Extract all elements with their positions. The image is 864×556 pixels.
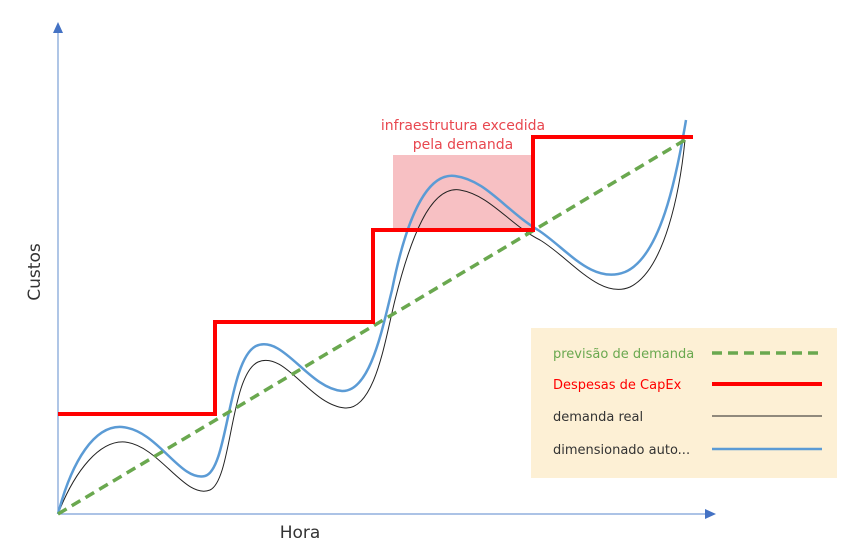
y-axis-label: Custos — [25, 243, 45, 301]
legend: previsão de demanda Despesas de CapEx de… — [531, 328, 837, 478]
x-axis-label: Hora — [280, 523, 321, 543]
legend-label-previsao: previsão de demanda — [553, 347, 694, 362]
overage-highlight — [393, 155, 533, 230]
series-dimensionado-auto — [56, 119, 688, 515]
x-axis-arrow-icon — [705, 509, 716, 519]
legend-label-dimensionado: dimensionado auto... — [553, 443, 690, 458]
annotation-line1: infraestrutura excedida — [381, 118, 545, 134]
series-previsao-demanda — [57, 135, 691, 516]
annotation-line2: pela demanda — [413, 137, 513, 153]
legend-label-demanda-real: demanda real — [553, 410, 643, 425]
y-axis-arrow-icon — [53, 22, 63, 33]
series-demanda-real — [57, 139, 686, 515]
series-despesas-capex — [58, 135, 693, 416]
legend-label-capex: Despesas de CapEx — [553, 378, 682, 393]
